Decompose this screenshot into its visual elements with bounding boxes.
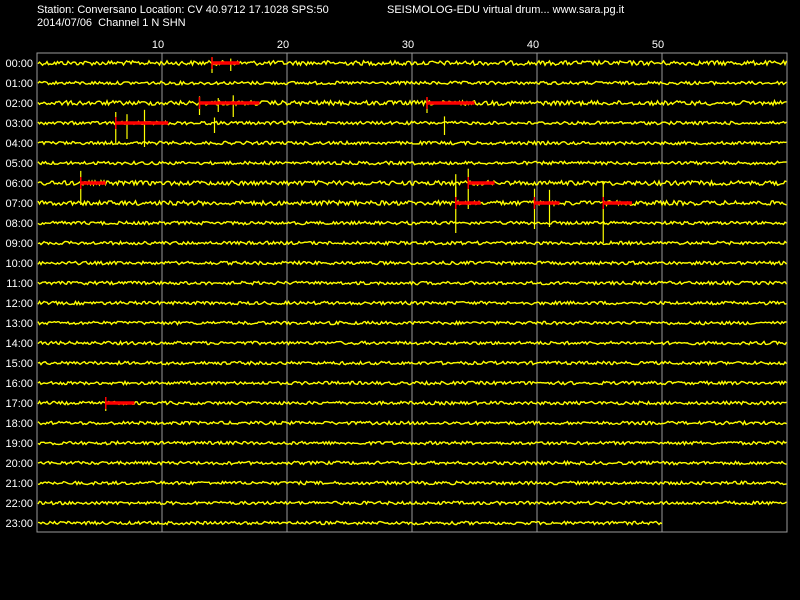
row-label: 23:00 bbox=[5, 518, 33, 530]
row-label: 19:00 bbox=[5, 438, 33, 450]
row-label: 09:00 bbox=[5, 238, 33, 250]
trace-row bbox=[37, 379, 787, 386]
x-tick-label: 10 bbox=[152, 39, 164, 51]
row-label: 03:00 bbox=[5, 118, 33, 130]
trace-row bbox=[37, 459, 787, 467]
row-label: 14:00 bbox=[5, 338, 33, 350]
trace-row bbox=[37, 160, 787, 166]
trace-row bbox=[37, 399, 787, 406]
x-tick-label: 50 bbox=[652, 39, 664, 51]
row-label: 08:00 bbox=[5, 218, 33, 230]
row-label: 10:00 bbox=[5, 258, 33, 270]
trace-row bbox=[37, 59, 788, 67]
trace-row bbox=[37, 500, 787, 506]
date-channel-info: 2014/07/06 Channel 1 N SHN bbox=[37, 17, 186, 29]
trace-row bbox=[37, 239, 788, 247]
row-label: 17:00 bbox=[5, 398, 33, 410]
row-label: 05:00 bbox=[5, 158, 33, 170]
trace-row bbox=[37, 79, 787, 87]
trace-row bbox=[37, 179, 787, 187]
row-label: 20:00 bbox=[5, 458, 33, 470]
row-label: 01:00 bbox=[5, 78, 33, 90]
x-tick-label: 40 bbox=[527, 39, 539, 51]
row-label: 11:00 bbox=[6, 278, 33, 290]
row-label: 18:00 bbox=[5, 418, 33, 430]
row-label: 12:00 bbox=[5, 298, 33, 310]
trace-row bbox=[37, 479, 787, 486]
trace-row bbox=[37, 139, 787, 147]
row-label: 02:00 bbox=[5, 98, 33, 110]
trace-row bbox=[37, 419, 787, 426]
row-label: 22:00 bbox=[5, 498, 33, 510]
trace-row bbox=[37, 299, 787, 306]
trace-row bbox=[37, 199, 787, 208]
row-label: 21:00 bbox=[5, 478, 33, 490]
row-label: 04:00 bbox=[5, 138, 33, 150]
row-label: 16:00 bbox=[5, 378, 33, 390]
row-label: 00:00 bbox=[5, 58, 33, 70]
trace-row bbox=[37, 98, 787, 108]
app-title: SEISMOLOG-EDU virtual drum... www.sara.p… bbox=[387, 4, 625, 16]
row-label: 06:00 bbox=[5, 178, 33, 190]
row-label: 07:00 bbox=[5, 198, 33, 210]
trace-row bbox=[37, 440, 787, 447]
row-label: 15:00 bbox=[5, 358, 33, 370]
trace-row bbox=[37, 280, 788, 286]
station-info: Station: Conversano Location: CV 40.9712… bbox=[37, 4, 329, 16]
trace-row bbox=[37, 220, 787, 226]
trace-row bbox=[37, 339, 788, 346]
x-tick-label: 20 bbox=[277, 39, 289, 51]
row-label: 13:00 bbox=[5, 318, 33, 330]
x-tick-label: 30 bbox=[402, 39, 414, 51]
trace-row bbox=[37, 319, 787, 327]
trace-row bbox=[37, 520, 663, 526]
trace-row bbox=[37, 359, 788, 367]
trace-row bbox=[37, 259, 788, 267]
